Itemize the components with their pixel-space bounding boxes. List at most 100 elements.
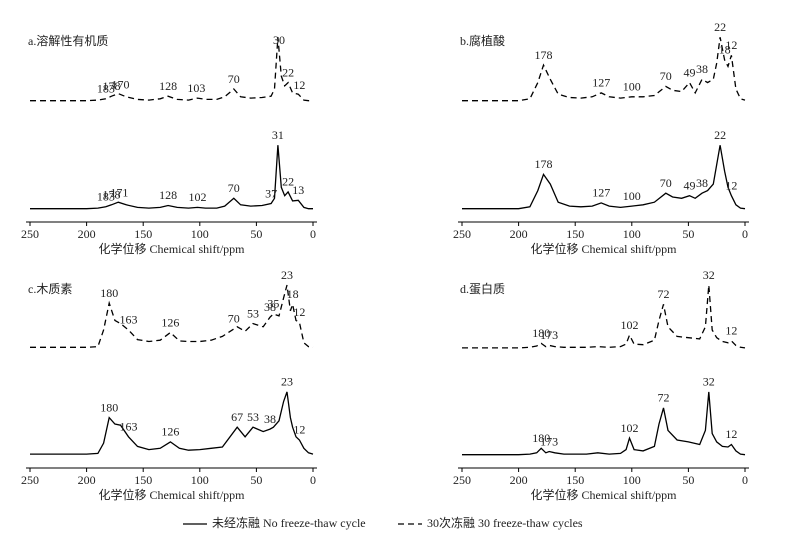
peak-label: 12 <box>725 427 737 441</box>
peak-label: 70 <box>660 176 672 190</box>
x-tick-label: 150 <box>566 473 584 487</box>
peak-label: 180 <box>532 326 550 340</box>
x-tick-label: 250 <box>453 227 471 241</box>
peak-label: 70 <box>228 312 240 326</box>
x-tick-label: 50 <box>682 227 694 241</box>
peak-label: 12 <box>725 324 737 338</box>
peak-label: 38 <box>696 62 708 76</box>
peak-label: 12 <box>725 178 737 192</box>
x-tick-label: 50 <box>250 227 262 241</box>
spectrum-line <box>30 37 313 102</box>
spectrum-line <box>30 391 314 455</box>
x-tick-label: 200 <box>78 227 96 241</box>
peak-label: 102 <box>189 190 207 204</box>
peak-label: 127 <box>592 186 610 200</box>
x-tick-label: 50 <box>682 473 694 487</box>
peak-label: 38 <box>264 300 276 314</box>
peak-label: 13 <box>292 183 304 197</box>
x-tick-label: 200 <box>78 473 96 487</box>
spectrum-line <box>462 285 746 349</box>
peak-label: 18 <box>719 43 731 57</box>
peak-label: 163 <box>119 420 137 434</box>
spectrum-line <box>462 37 746 102</box>
spectrum-line <box>462 391 746 456</box>
x-tick-label: 100 <box>191 227 209 241</box>
peak-label: 30 <box>273 33 285 47</box>
peak-label: 178 <box>103 79 121 93</box>
x-tick-label: 250 <box>453 473 471 487</box>
x-tick-label: 150 <box>134 473 152 487</box>
peak-label: 178 <box>535 157 553 171</box>
peak-label: 127 <box>592 76 610 90</box>
x-tick-label: 250 <box>21 473 39 487</box>
peak-label: 23 <box>281 268 293 282</box>
peak-label: 49 <box>684 178 696 192</box>
peak-label: 38 <box>264 412 276 426</box>
legend-label: 30次冻融 30 freeze-thaw cycles <box>427 515 583 530</box>
spectrum-line <box>462 145 746 210</box>
peak-label: 180 <box>100 286 118 300</box>
x-tick-label: 100 <box>191 473 209 487</box>
peak-label: 22 <box>282 65 294 79</box>
peak-label: 128 <box>159 188 177 202</box>
x-tick-label: 0 <box>310 227 316 241</box>
x-tick-label: 0 <box>742 473 748 487</box>
x-axis-label: 化学位移 Chemical shift/ppm <box>531 241 678 256</box>
x-tick-label: 200 <box>510 473 528 487</box>
peak-label: 70 <box>660 69 672 83</box>
peak-label: 18 <box>287 287 299 301</box>
peak-label: 100 <box>623 80 641 94</box>
x-tick-label: 0 <box>310 473 316 487</box>
peak-label: 173 <box>540 434 558 448</box>
panel-title: a.溶解性有机质 <box>28 33 108 48</box>
peak-label: 53 <box>247 410 259 424</box>
peak-label: 22 <box>714 128 726 142</box>
panel-title: d.蛋白质 <box>460 281 505 296</box>
x-axis-label: 化学位移 Chemical shift/ppm <box>99 241 246 256</box>
peak-label: 102 <box>621 421 639 435</box>
panel-title: b.腐植酸 <box>460 33 505 48</box>
peak-label: 12 <box>293 78 305 92</box>
spectrum-line <box>30 284 314 348</box>
x-tick-label: 200 <box>510 227 528 241</box>
peak-label: 126 <box>161 315 179 329</box>
x-tick-label: 150 <box>134 227 152 241</box>
peak-label: 178 <box>535 48 553 62</box>
x-tick-label: 100 <box>623 473 641 487</box>
x-tick-label: 250 <box>21 227 39 241</box>
peak-label: 72 <box>657 391 669 405</box>
peak-label: 100 <box>623 189 641 203</box>
peak-label: 67 <box>231 410 243 424</box>
peak-label: 183 <box>97 190 115 204</box>
legend-label: 未经冻融 No freeze-thaw cycle <box>212 515 366 530</box>
peak-label: 173 <box>540 328 558 342</box>
x-tick-label: 50 <box>250 473 262 487</box>
peak-label: 23 <box>281 375 293 389</box>
spectrum-line <box>30 145 313 210</box>
peak-label: 12 <box>293 305 305 319</box>
peak-label: 38 <box>696 176 708 190</box>
peak-label: 49 <box>684 65 696 79</box>
peak-label: 12 <box>293 423 305 437</box>
peak-label: 12 <box>725 38 737 52</box>
panel-title: c.木质素 <box>28 282 72 296</box>
peak-label: 31 <box>272 128 284 142</box>
peak-label: 180 <box>100 400 118 414</box>
peak-label: 103 <box>187 81 205 95</box>
peak-label: 32 <box>703 375 715 389</box>
x-tick-label: 0 <box>742 227 748 241</box>
peak-label: 53 <box>247 306 259 320</box>
peak-label: 128 <box>159 79 177 93</box>
x-tick-label: 150 <box>566 227 584 241</box>
peak-label: 72 <box>657 287 669 301</box>
peak-label: 35 <box>267 297 279 311</box>
peak-label: 32 <box>703 268 715 282</box>
peak-label: 171 <box>110 185 128 199</box>
peak-label: 163 <box>119 313 137 327</box>
x-axis-label: 化学位移 Chemical shift/ppm <box>99 487 246 502</box>
peak-label: 37 <box>265 186 277 200</box>
peak-label: 183 <box>97 82 115 96</box>
peak-label: 170 <box>112 77 130 91</box>
peak-label: 102 <box>621 318 639 332</box>
